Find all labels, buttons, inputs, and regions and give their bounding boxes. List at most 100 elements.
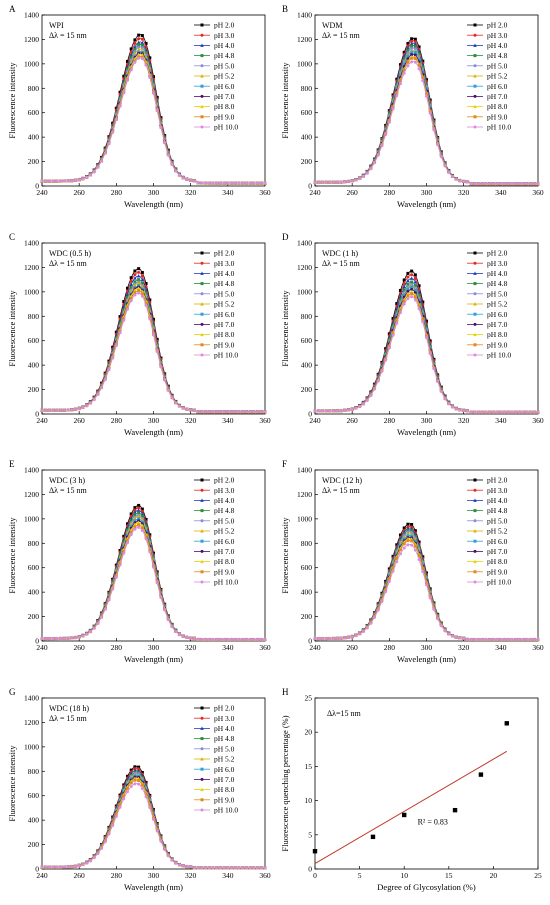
legend-marker: [473, 94, 477, 98]
data-point: [122, 318, 126, 322]
data-point: [499, 410, 503, 414]
data-point: [410, 295, 414, 299]
legend-marker: [473, 84, 477, 88]
legend-marker: [200, 519, 204, 523]
x-tick-label: 260: [347, 643, 359, 652]
legend-marker: [473, 64, 477, 68]
data-point: [350, 635, 354, 639]
data-point: [111, 345, 115, 349]
legend-label: pH 4.0: [214, 41, 235, 50]
data-point: [237, 410, 241, 414]
y-tick-label: 200: [28, 385, 40, 394]
data-point: [525, 182, 529, 186]
legend-marker: [473, 353, 477, 357]
legend-label: pH 10.0: [214, 123, 238, 132]
legend-label: pH 6.0: [214, 82, 235, 91]
data-point: [207, 410, 211, 414]
legend-label: pH 5.2: [214, 527, 235, 536]
data-point: [129, 533, 133, 537]
chart-panel-e: 240 260 280 300 320 340 3600200400600800100012…: [7, 459, 271, 664]
panel-letter: D: [282, 232, 289, 242]
legend-marker: [200, 529, 204, 533]
data-point: [73, 178, 77, 182]
data-point: [402, 526, 406, 530]
y-tick-label: 400: [301, 361, 313, 370]
legend-label: pH 4.8: [214, 506, 235, 515]
data-point: [144, 51, 148, 55]
data-point: [196, 637, 200, 641]
data-point: [421, 309, 425, 313]
x-tick-label: 240: [309, 416, 321, 425]
series-ph-10-0: [40, 291, 267, 414]
data-point: [391, 105, 395, 109]
data-point: [417, 540, 421, 544]
data-point: [159, 596, 163, 600]
y-axis-label: Fluorescence intensity: [7, 517, 17, 594]
x-tick-label: 280: [384, 416, 396, 425]
data-point: [406, 282, 410, 286]
chart-panel-f: 240 260 280 300 320 340 3600200400600800100012…: [280, 459, 544, 664]
data-point: [230, 638, 234, 642]
legend-marker: [200, 570, 204, 574]
data-point: [398, 533, 402, 537]
data-point: [192, 408, 196, 412]
data-point: [391, 107, 395, 111]
legend-marker: [473, 125, 477, 129]
data-point: [59, 636, 63, 640]
data-point: [328, 409, 332, 413]
data-point: [133, 283, 137, 287]
x-tick-label: 360: [532, 188, 544, 197]
legend-label: pH 6.0: [487, 537, 508, 546]
data-point: [85, 632, 89, 636]
data-point: [96, 622, 100, 626]
legend-label: pH 2.0: [487, 21, 508, 30]
legend-label: pH 2.0: [214, 21, 235, 30]
data-point: [144, 282, 148, 286]
data-point: [477, 638, 481, 642]
data-point: [133, 293, 137, 297]
data-point: [454, 407, 458, 411]
data-point: [432, 367, 436, 371]
legend-label: pH 9.0: [214, 567, 235, 576]
data-point: [129, 282, 133, 287]
data-point: [233, 638, 237, 642]
data-point: [421, 320, 425, 324]
data-point: [222, 410, 226, 414]
panel-sample-label: WPI: [49, 21, 64, 30]
data-point: [118, 322, 122, 326]
x-tick-label: 320: [458, 416, 470, 425]
data-point: [59, 408, 63, 412]
data-point: [406, 289, 410, 293]
data-point: [406, 278, 410, 283]
y-tick-label: 1000: [24, 742, 39, 751]
data-point: [55, 637, 59, 641]
x-axis-label: Wavelength (nm): [397, 654, 456, 664]
data-point: [140, 40, 145, 45]
data-point: [432, 607, 436, 611]
data-point: [103, 151, 107, 155]
data-point: [398, 74, 402, 78]
data-point: [144, 537, 148, 541]
data-point: [133, 522, 137, 526]
data-point: [189, 178, 193, 182]
data-point: [133, 280, 137, 284]
data-point: [421, 59, 425, 63]
data-point: [391, 554, 395, 558]
data-point: [140, 770, 144, 774]
y-tick-label: 1000: [24, 514, 39, 523]
data-point: [137, 503, 141, 507]
data-point: [222, 638, 226, 642]
series-ph-10-0: [313, 60, 540, 186]
data-point: [92, 397, 96, 401]
data-point: [346, 180, 350, 184]
y-tick-label: 200: [301, 612, 313, 621]
data-point: [159, 126, 163, 130]
data-point: [436, 380, 440, 384]
data-point: [237, 638, 241, 642]
x-tick-label: 260: [74, 871, 86, 880]
legend-label: pH 10.0: [214, 578, 238, 587]
data-point: [402, 68, 406, 72]
legend-marker: [473, 54, 477, 58]
data-point: [129, 299, 133, 303]
data-point: [425, 334, 428, 338]
